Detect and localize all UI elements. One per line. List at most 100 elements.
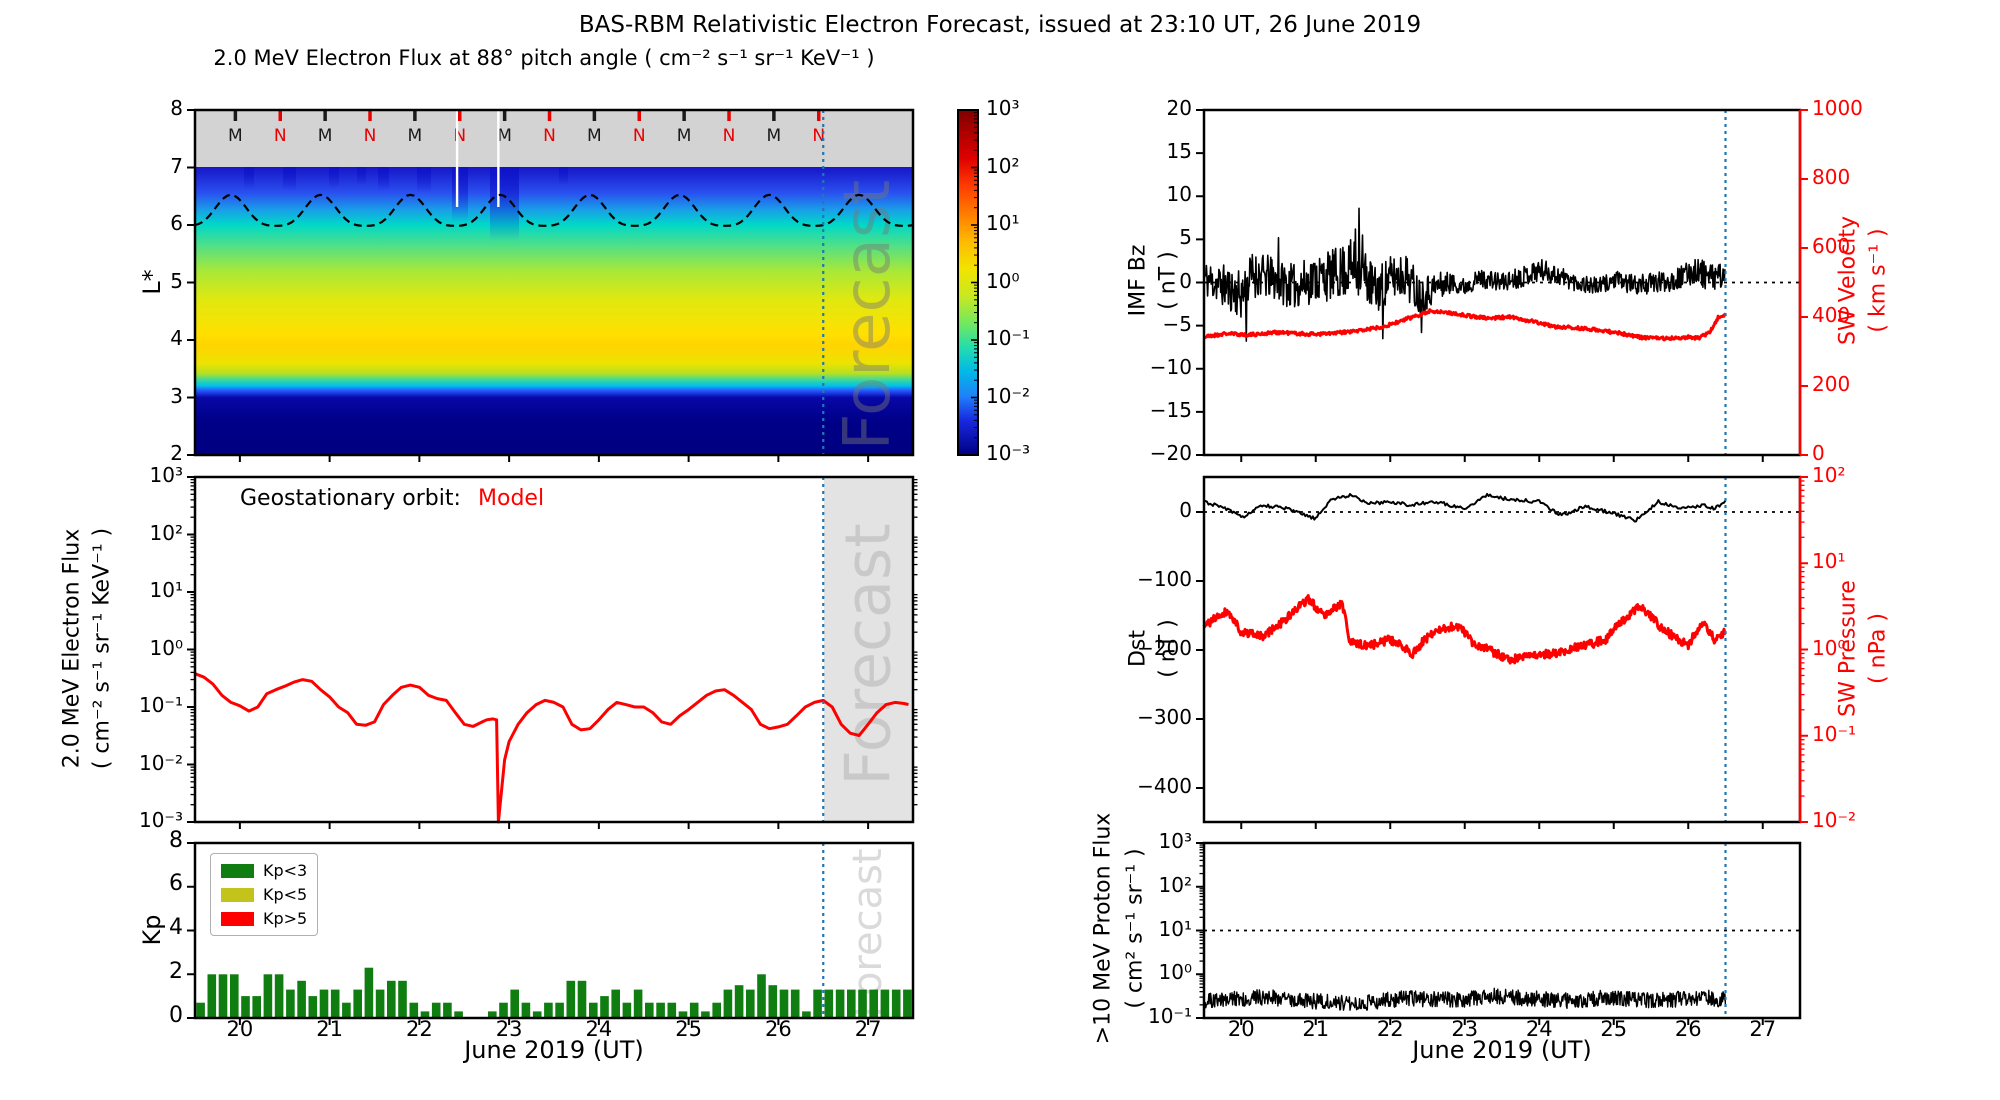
mn-label: N (543, 125, 556, 146)
tick-label: 200 (1812, 372, 1851, 396)
tick-label: 10³ (986, 96, 1020, 120)
kp-bar (768, 985, 778, 1018)
kp-bar (757, 974, 766, 1019)
proton-x-axis-label: June 2019 (UT) (1412, 1036, 1592, 1064)
heatmap-overlays (195, 167, 913, 455)
series-dst (1203, 492, 1727, 523)
kp-bar (218, 974, 228, 1019)
kp-low-label: Kp<3 (263, 861, 308, 880)
mn-label: N (722, 125, 736, 146)
mn-label: N (363, 125, 377, 146)
tick-label: 22 (406, 1017, 433, 1042)
heatmap-local-time-band (195, 110, 913, 167)
kp-bar (330, 989, 340, 1018)
mn-label: N (273, 125, 287, 146)
kp-bar (353, 989, 362, 1018)
kp-low-swatch (221, 863, 254, 878)
kp-high-swatch (221, 911, 254, 926)
tick-label: 10⁻³ (986, 441, 1031, 465)
tick-label: 600 (1812, 234, 1851, 258)
tick-label: 20 (1227, 1017, 1255, 1042)
tick-label: 10² (1812, 463, 1846, 487)
tick-label: −15 (1149, 397, 1192, 422)
mn-label: M (497, 125, 512, 146)
mn-label: N (812, 125, 826, 146)
mn-label: M (407, 125, 423, 146)
kp-bar (286, 989, 295, 1018)
tick-label: 21 (316, 1017, 343, 1042)
geostationary-annotation-value: Model (478, 486, 545, 511)
kp-bar (274, 974, 284, 1019)
tick-label: 10¹ (1158, 916, 1192, 941)
colorbar (958, 110, 978, 455)
tick-label: 15 (1166, 139, 1192, 164)
kp-mid-swatch (221, 887, 254, 902)
tick-label: 2 (169, 958, 183, 984)
tick-label: 1000 (1812, 96, 1863, 120)
series-sw_pressure (1202, 594, 1727, 665)
kp-bar (858, 989, 867, 1018)
series-proton_flux (1203, 987, 1727, 1011)
kp-bar (319, 989, 329, 1018)
kp-legend-row-high: Kp>5 (221, 909, 307, 928)
tick-label: −300 (1137, 705, 1192, 729)
tick-label: 8 (169, 827, 183, 853)
kp-bar (532, 1011, 542, 1018)
heatmap-dropout-streak (490, 167, 519, 242)
kp-bar (633, 989, 643, 1018)
kp-bar (645, 1002, 654, 1018)
mn-label: N (632, 125, 646, 146)
flux-forecast-band (824, 477, 913, 822)
kp-bar (510, 989, 519, 1018)
heatmap-data-gap (455, 111, 459, 207)
heatmap-dropout-streak (356, 167, 366, 185)
heatmap-dropout-streak (282, 167, 296, 191)
kp-bar (813, 989, 822, 1018)
geostationary-annotation-label: Geostationary orbit: (240, 486, 461, 511)
geo-orbit-dashed-line (194, 193, 914, 227)
tick-label: 6 (169, 871, 183, 897)
heatmap-dropout-streak (417, 167, 431, 194)
kp-bar (790, 989, 800, 1018)
heatmap-dropout-streak (243, 167, 255, 190)
kp-bar (600, 996, 609, 1018)
tick-label: 6 (170, 211, 183, 235)
tick-label: 10⁰ (149, 635, 183, 660)
tick-label: 400 (1812, 303, 1851, 327)
tick-label: 10⁻² (986, 383, 1031, 408)
kp-bar (207, 974, 217, 1019)
tick-label: 7 (170, 153, 183, 178)
kp-bar (499, 1002, 508, 1018)
heatmap-dropout-streak (451, 167, 468, 223)
tick-label: 24 (585, 1017, 613, 1042)
tick-label: 800 (1812, 165, 1851, 189)
tick-label: 10² (1158, 872, 1192, 897)
kp-bar (454, 1011, 463, 1018)
tick-label: −200 (1137, 636, 1192, 660)
kp-bar (488, 1011, 497, 1018)
tick-label: 2 (170, 441, 183, 465)
kp-bar (746, 989, 755, 1018)
tick-label: 10⁻³ (138, 808, 183, 832)
tick-label: 10⁰ (986, 268, 1020, 293)
kp-bar (555, 1002, 564, 1018)
tick-label: 0 (169, 1002, 183, 1028)
kp-bar (701, 1011, 710, 1018)
tick-label: 5 (170, 268, 183, 293)
tick-label: 10⁻¹ (138, 693, 183, 717)
tick-label: 10⁻¹ (1812, 721, 1857, 746)
tick-label: 10⁰ (1812, 635, 1846, 660)
tick-label: 10⁰ (1158, 960, 1192, 985)
tick-label: 25 (1600, 1017, 1628, 1042)
kp-bar (779, 989, 789, 1018)
kp-bar (577, 980, 587, 1018)
tick-label: 5 (1179, 225, 1192, 250)
page-title: BAS-RBM Relativistic Electron Forecast, … (578, 12, 1422, 38)
tick-label: −400 (1137, 774, 1192, 798)
tick-label: 20 (226, 1017, 254, 1042)
series-geo-flux-model (194, 672, 909, 824)
tick-label: 10³ (149, 463, 183, 487)
tick-label: 0 (1812, 441, 1825, 465)
